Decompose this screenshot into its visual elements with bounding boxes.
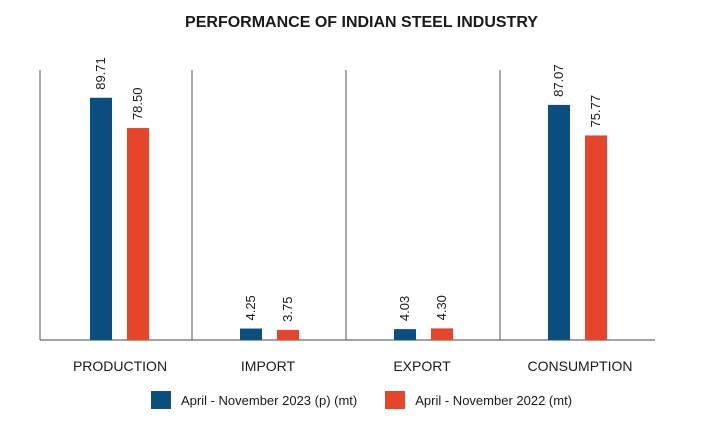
category-label-consumption: CONSUMPTION [528,358,633,374]
bar-production-series-1 [127,128,149,340]
data-label-consumption-series-0: 87.07 [551,64,566,97]
category-label-import: IMPORT [241,358,296,374]
legend-swatch-2022 [385,391,406,409]
category-label-export: EXPORT [393,358,451,374]
data-label-production-series-0: 89.71 [93,57,108,90]
data-label-import-series-1: 3.75 [280,297,295,322]
legend-swatch-2023 [150,391,171,409]
data-label-export-series-0: 4.03 [397,296,412,321]
legend-label-2023: April - November 2023 (p) (mt) [180,392,358,408]
bar-export-series-0 [394,329,416,340]
bar-import-series-1 [277,329,299,340]
bar-production-series-0 [90,97,112,341]
category-label-production: PRODUCTION [73,358,167,374]
legend: April - November 2023 (p) (mt) April - N… [0,391,723,409]
chart-title: PERFORMANCE OF INDIAN STEEL INDUSTRY [185,14,538,31]
bar-consumption-series-0 [548,104,570,340]
data-label-production-series-1: 78.50 [130,88,145,121]
bar-export-series-1 [431,328,453,340]
data-label-consumption-series-1: 75.77 [588,95,603,128]
bar-consumption-series-1 [585,135,607,340]
data-label-import-series-0: 4.25 [243,295,258,320]
data-label-export-series-1: 4.30 [434,295,449,320]
legend-label-2022: April - November 2022 (mt) [415,392,573,408]
bar-import-series-0 [240,328,262,340]
legend-item-2022: April - November 2022 (mt) [385,391,572,409]
legend-item-2023: April - November 2023 (p) (mt) [150,391,358,409]
